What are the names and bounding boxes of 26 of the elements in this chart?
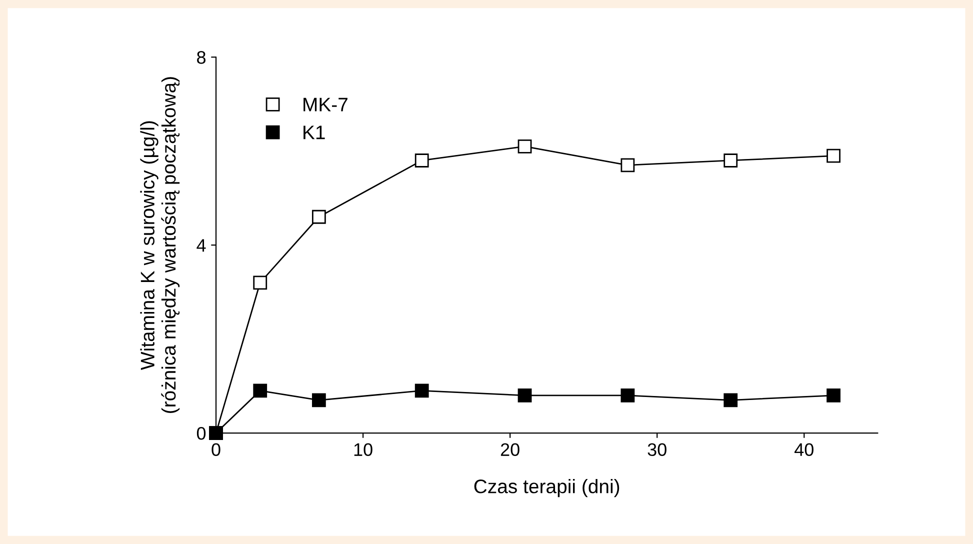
point xyxy=(826,148,840,163)
point xyxy=(724,154,738,168)
point xyxy=(312,393,326,408)
x-tick-label: 40 xyxy=(794,443,814,456)
point xyxy=(518,388,532,402)
y-axis-title: Witamina K w surowicy (µg/l) (różnica między wartością początkową) xyxy=(140,77,180,413)
point xyxy=(620,388,635,402)
point xyxy=(518,139,532,154)
point xyxy=(312,210,326,224)
x-tick-label: 0 xyxy=(212,443,220,456)
point xyxy=(253,276,268,290)
x-axis-title: Czas terapii (dni) xyxy=(474,479,620,498)
y-tick-label: 4 xyxy=(196,239,206,252)
point xyxy=(826,388,840,402)
x-tick-label: 10 xyxy=(354,443,372,456)
y-tick-label: 8 xyxy=(197,51,206,64)
y-tick-label: 0 xyxy=(196,426,206,440)
legend-label: K1 xyxy=(304,126,325,140)
x-tick-label: 30 xyxy=(648,443,666,456)
point xyxy=(414,384,429,398)
point xyxy=(253,384,268,398)
point xyxy=(414,154,429,168)
x-tick-label: 20 xyxy=(500,443,520,456)
point xyxy=(620,158,635,172)
legend-label: MK-7 xyxy=(304,98,348,112)
point xyxy=(724,393,738,408)
